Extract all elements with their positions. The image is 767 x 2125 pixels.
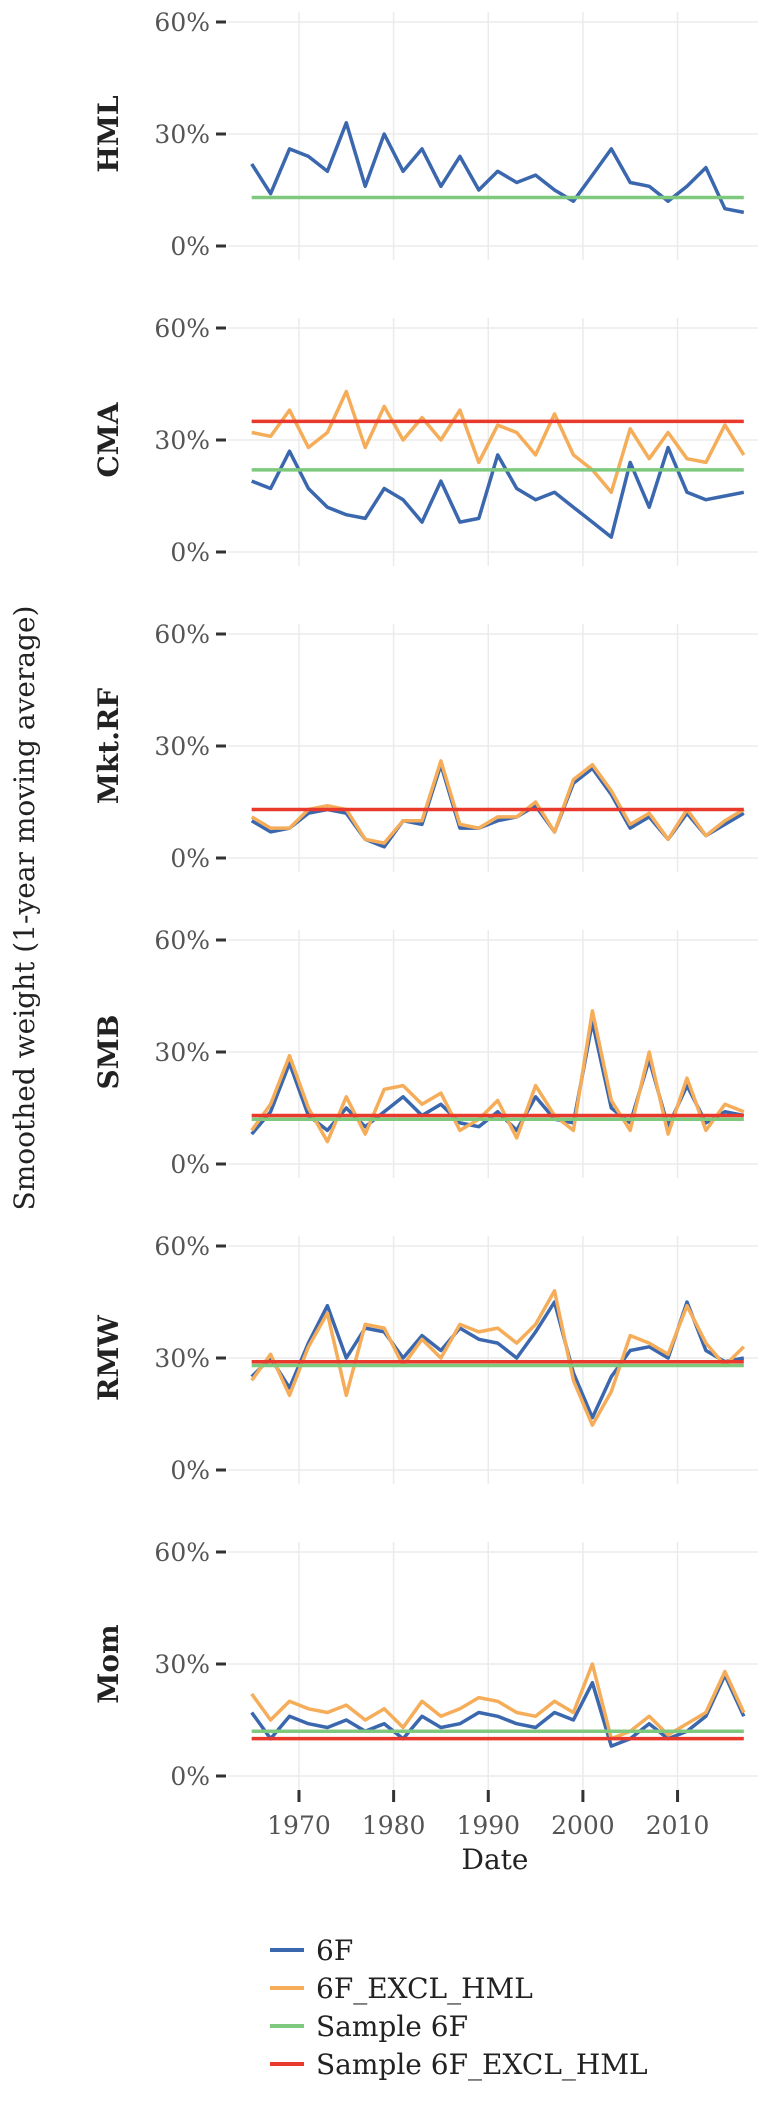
y-tick-label: 60% bbox=[154, 1232, 210, 1261]
series-line-6f-excl-hml bbox=[250, 1662, 746, 1741]
y-tick-label: 0% bbox=[170, 1150, 210, 1179]
legend: 6F 6F_EXCL_HML Sample 6F Sample 6F_EXCL_HML bbox=[270, 1934, 648, 2081]
y-tick-label: 30% bbox=[154, 120, 210, 149]
x-tick-label: 1970 bbox=[267, 1811, 331, 1840]
series-line-6f bbox=[250, 1300, 745, 1420]
x-tick-label: 1990 bbox=[456, 1811, 520, 1840]
series-line-6f-excl-hml bbox=[251, 389, 746, 495]
panel-label: Mom bbox=[92, 1624, 125, 1703]
x-axis-title: Date bbox=[462, 1843, 529, 1876]
y-tick-label: 60% bbox=[154, 620, 210, 649]
panel-label: HML bbox=[92, 95, 125, 172]
y-tick-label: 60% bbox=[154, 1538, 210, 1567]
y-tick-label: 30% bbox=[154, 732, 210, 761]
y-tick-label: 30% bbox=[154, 426, 210, 455]
panel-cma: 0% 30% 60% CMA bbox=[92, 314, 758, 567]
y-axis-title: Smoothed weight (1-year moving average) bbox=[8, 606, 41, 1211]
legend-label: 6F_EXCL_HML bbox=[316, 1972, 533, 2005]
series-line-6f bbox=[250, 1020, 745, 1136]
y-tick-label: 0% bbox=[170, 538, 210, 567]
y-tick-label: 30% bbox=[154, 1650, 210, 1679]
series-line-6f-excl-hml bbox=[250, 1289, 746, 1427]
panel-mom: 0% 30% 60% Mom 1970 1980 1990 2000 2010 bbox=[92, 1538, 758, 1840]
panel-label: CMA bbox=[92, 401, 125, 477]
y-tick-label: 0% bbox=[170, 1456, 210, 1485]
panel-label: Mkt.RF bbox=[92, 688, 125, 804]
panel-label: SMB bbox=[92, 1015, 125, 1090]
y-tick-label: 0% bbox=[170, 844, 210, 873]
y-tick-label: 0% bbox=[170, 1762, 210, 1791]
legend-label: Sample 6F bbox=[316, 2010, 468, 2043]
series-line-6f bbox=[250, 1673, 746, 1748]
legend-label: 6F bbox=[316, 1934, 353, 1967]
series-line-6f bbox=[251, 445, 745, 539]
y-tick-label: 30% bbox=[154, 1038, 210, 1067]
y-tick-label: 30% bbox=[154, 1344, 210, 1373]
panel-label: RMW bbox=[92, 1315, 125, 1401]
panel-mkt-rf: 0% 30% 60% Mkt.RF bbox=[92, 620, 758, 873]
series-line-6f-excl-hml bbox=[250, 759, 745, 845]
y-tick-label: 0% bbox=[170, 232, 210, 261]
series-line-6f-excl-hml bbox=[250, 1009, 745, 1144]
x-tick-label: 2010 bbox=[646, 1811, 710, 1840]
panel-smb: 0% 30% 60% SMB bbox=[92, 926, 758, 1179]
panel-rmw: 0% 30% 60% RMW bbox=[92, 1232, 758, 1485]
x-tick-label: 1980 bbox=[362, 1811, 426, 1840]
y-tick-label: 60% bbox=[154, 926, 210, 955]
x-tick-label: 2000 bbox=[551, 1811, 615, 1840]
panel-hml: 0% 30% 60% HML bbox=[92, 8, 758, 261]
panels-layer: 0% 30% 60% HML 0% 30% 60% CMA 0% 30% 60% Mkt.RF 0% 30… bbox=[92, 8, 758, 1840]
legend-label: Sample 6F_EXCL_HML bbox=[316, 2048, 648, 2081]
y-tick-label: 60% bbox=[154, 314, 210, 343]
y-tick-label: 60% bbox=[154, 8, 210, 37]
